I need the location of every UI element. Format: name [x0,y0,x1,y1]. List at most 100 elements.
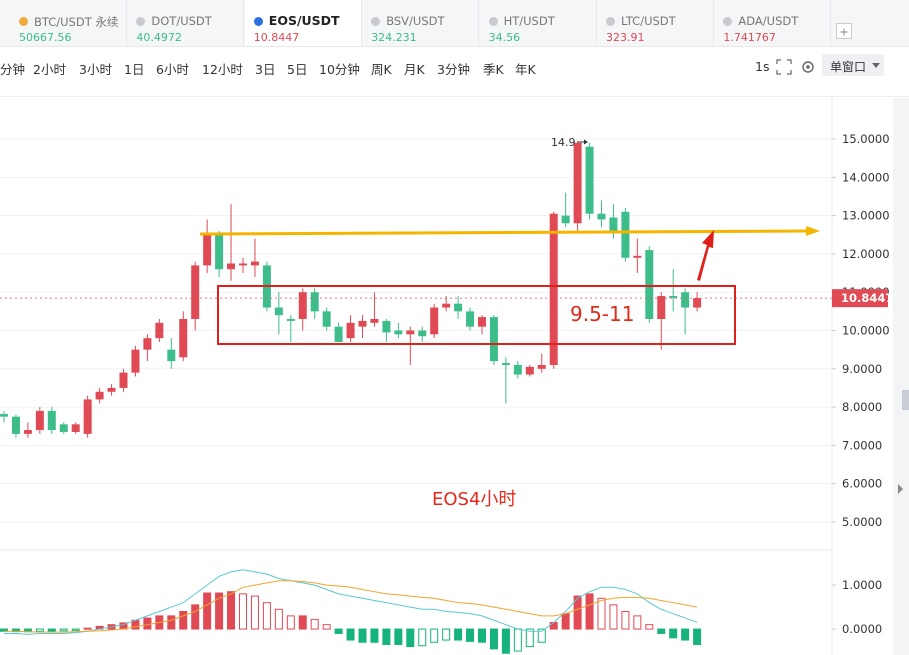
y-tick-label: 0.0000 [842,622,882,636]
candle-body [47,410,56,431]
candle-body [513,364,522,375]
candle-body [478,317,486,327]
macd-bar [191,604,200,630]
candle-body [358,320,367,327]
interval-button[interactable]: 分钟 [0,62,26,77]
macd-bar [167,615,176,630]
symbol-price: 324.231 [371,31,417,44]
side-toggle-arrow[interactable] [898,484,903,494]
candle-body [430,307,439,335]
candle-body [657,296,666,320]
chart-background [0,98,909,655]
candle-body [191,265,200,320]
candle-body [454,303,463,312]
symbol-tab[interactable]: HT/USDT 34.56 [480,0,597,46]
side-scrollbar[interactable] [893,98,909,655]
window-select[interactable]: 单窗口 [822,54,884,76]
interval-button[interactable]: 1日 [124,62,145,77]
macd-bar [693,628,702,645]
symbol-icon [136,17,146,26]
macd-bar [310,618,319,630]
interval-toolbar: 1s 单窗口 分钟 2小时 3小时 1日 6小时 12小时 3日 5日 10分钟 周K 月K 3分钟季… [0,46,909,97]
candle-body [442,303,451,308]
macd-bar [298,615,307,630]
candle-body [155,322,164,339]
candle-body [167,349,176,362]
candle-body [406,330,415,335]
macd-dea-line [4,580,698,633]
macd-bar [537,628,546,643]
symbol-price: 50667.56 [19,31,72,44]
macd-bar [346,628,355,641]
symbol-icon [488,17,498,26]
interval-button[interactable]: 12小时 [202,62,243,77]
macd-bar [418,628,427,647]
candle-body [250,261,259,266]
side-tab [902,390,909,410]
settings-icon[interactable] [802,61,814,73]
interval-button[interactable]: 年K [515,62,536,77]
symbol-tab[interactable]: LTC/USDT 323.91 [597,0,714,46]
speed-button[interactable]: 1s [755,59,770,74]
symbol-name: ADA/USDT [738,14,799,28]
symbol-tab[interactable]: EOS/USDT 10.8447 [244,0,362,46]
plus-icon [840,28,848,36]
interval-button[interactable]: 2小时 [33,62,66,77]
macd-bar [227,591,236,630]
interval-button[interactable]: 3分钟 [437,62,470,77]
fullscreen-icon[interactable] [776,59,792,75]
resistance-line [199,229,809,236]
candle-body [501,363,510,365]
symbol-icon [371,17,381,26]
y-tick-label: 5.0000 [842,515,882,529]
interval-button[interactable]: 6小时 [156,62,189,77]
interval-button[interactable]: 月K [404,62,425,77]
symbol-tab[interactable]: BSV/USDT 324.231 [362,0,480,46]
macd-bar [71,628,80,631]
y-tick-label: 13.0000 [842,209,890,223]
symbol-name: BTC/USDT 永续 [34,15,119,29]
candle-body [549,213,558,365]
candle-body [11,416,20,434]
macd-bar [442,628,451,641]
candle-body [239,263,247,266]
candle-body [119,372,128,388]
symbol-tab[interactable]: BTC/USDT 永续 50667.56 [10,0,127,46]
range-label: 9.5-11 [570,302,634,326]
macd-bar [513,628,522,652]
macd-bar [406,628,415,648]
candle-body [143,338,152,350]
candle-body [418,330,427,337]
interval-button[interactable]: 周K [371,62,392,77]
high-marker-label: 14.9 [551,136,576,149]
candle-body [286,319,295,321]
interval-button[interactable]: 季K [483,62,504,77]
macd-bar [669,628,678,639]
macd-bar [143,617,152,630]
candle-body [131,349,140,373]
symbol-tab[interactable]: ADA/USDT 1.741767 [714,0,832,46]
candle-body [215,234,224,270]
candle-body [298,292,307,320]
add-tab-button[interactable] [836,23,852,39]
interval-button[interactable]: 3小时 [79,62,112,77]
macd-bar [489,628,498,650]
macd-bar [382,628,391,645]
candle-body [83,399,92,434]
symbol-tab[interactable]: DOT/USDT 40.4972 [127,0,245,46]
interval-button[interactable]: 5日 [287,62,308,77]
candle-body [179,319,188,358]
macd-dif-line [4,569,698,635]
symbol-price: 34.56 [488,31,521,44]
symbol-name: HT/USDT [503,14,555,28]
candle-body [322,311,331,327]
candle-body [23,430,32,434]
interval-button[interactable]: 3日 [255,62,276,77]
candle-body [597,213,606,220]
y-tick-label: 6.0000 [842,477,882,491]
symbol-icon [723,17,733,26]
candle-body [310,292,319,312]
interval-button[interactable]: 10分钟 [319,62,360,77]
macd-bar [370,628,379,643]
